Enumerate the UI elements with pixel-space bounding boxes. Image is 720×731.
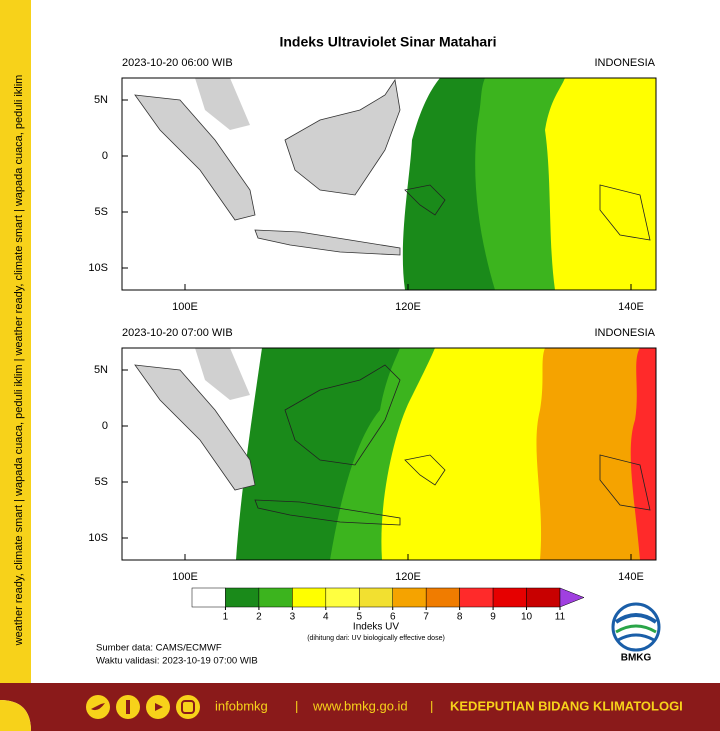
panel-time: 2023-10-20 07:00 WIB: [122, 327, 233, 339]
colorbar-tick-label: 8: [457, 612, 463, 623]
colorbar-tick-label: 1: [223, 612, 229, 623]
lat-label: 5S: [95, 476, 108, 488]
footer-separator: |: [295, 698, 298, 713]
colorbar-extend: [559, 587, 585, 608]
footer-org: KEDEPUTIAN BIDANG KLIMATOLOGI: [450, 698, 683, 713]
uv-field: [536, 348, 656, 560]
lat-label: 10S: [88, 532, 108, 544]
land: [195, 78, 250, 130]
colorbar-segment: [292, 587, 327, 608]
lat-label: 5S: [95, 206, 108, 218]
colorbar-tick-label: 7: [423, 612, 429, 623]
colorbar-tick-label: 5: [356, 612, 362, 623]
side-strip: [0, 0, 31, 700]
colorbar-tick-label: 3: [290, 612, 296, 623]
footer-handle: infobmkg: [215, 698, 268, 713]
lon-label: 100E: [172, 571, 198, 583]
valid-time: Waktu validasi: 2023-10-19 07:00 WIB: [96, 656, 258, 667]
colorbar-tick-label: 11: [555, 612, 566, 623]
land: [134, 364, 256, 491]
colorbar-label: Indeks UV: [353, 622, 399, 633]
colorbar-tick-label: 6: [390, 612, 396, 623]
colorbar-segment: [258, 587, 293, 608]
panel-region: INDONESIA: [594, 327, 655, 339]
panel-time: 2023-10-20 06:00 WIB: [122, 57, 233, 69]
colorbar-segment: [459, 587, 494, 608]
colorbar-tick-label: 4: [323, 612, 329, 623]
colorbar-segment: [392, 587, 427, 608]
colorbar-segment: [359, 587, 393, 608]
lon-label: 120E: [395, 301, 421, 313]
panel-region: INDONESIA: [594, 57, 655, 69]
lon-label: 120E: [395, 571, 421, 583]
lon-label: 140E: [618, 571, 644, 583]
lon-label: 100E: [172, 301, 198, 313]
source: Sumber data: CAMS/ECMWF: [96, 643, 222, 654]
map-panel: 2023-10-20 06:00 WIB INDONESIA: [121, 57, 657, 291]
footer-url[interactable]: www.bmkg.go.id: [312, 698, 408, 713]
colorbar-segment: [191, 587, 226, 608]
lat-label: 5N: [94, 364, 108, 376]
map-axes: 5N 0 5S 10S 100E 120E 140E 5N 0 5S 10S 100E 120E 140E: [88, 94, 643, 583]
land: [254, 229, 401, 256]
coastline: [404, 184, 651, 241]
lat-label: 5N: [94, 94, 108, 106]
social-icons: [86, 695, 200, 719]
title: Indeks Ultraviolet Sinar Matahari: [279, 34, 496, 50]
lat-label: 0: [102, 150, 108, 162]
land: [284, 78, 401, 196]
side-text: weather ready, climate smart | wapada cu…: [13, 75, 25, 647]
footer-corner: [0, 700, 31, 731]
lat-label: 10S: [88, 262, 108, 274]
colorbar: 1 2 3 4 5 6 7 8 9 10 11: [191, 587, 585, 623]
bmkg-logo: BMKG: [611, 602, 661, 664]
coastline: [254, 454, 651, 526]
colorbar-tick-label: 9: [490, 612, 496, 623]
map-panel: 2023-10-20 07:00 WIB INDONESIA: [121, 327, 657, 561]
land: [195, 348, 250, 400]
colorbar-segment: [225, 587, 260, 608]
footer-band: [0, 683, 720, 731]
footer-separator: |: [430, 698, 433, 713]
uv-field: [545, 78, 656, 290]
logo-text: BMKG: [621, 653, 652, 664]
colorbar-segment: [425, 587, 460, 608]
lat-label: 0: [102, 420, 108, 432]
instagram-icon[interactable]: [176, 695, 200, 719]
lon-label: 140E: [618, 301, 644, 313]
colorbar-note: (dihitung dari: UV biologically effectiv…: [307, 635, 445, 642]
colorbar-tick-label: 2: [256, 612, 262, 623]
coastline: [284, 364, 401, 466]
map-frame: [121, 77, 657, 291]
land: [134, 94, 256, 221]
map-frame: [121, 347, 657, 561]
colorbar-segment: [526, 587, 561, 608]
colorbar-tick-label: 10: [521, 612, 533, 623]
colorbar-segment: [492, 587, 527, 608]
colorbar-segment: [325, 587, 360, 608]
